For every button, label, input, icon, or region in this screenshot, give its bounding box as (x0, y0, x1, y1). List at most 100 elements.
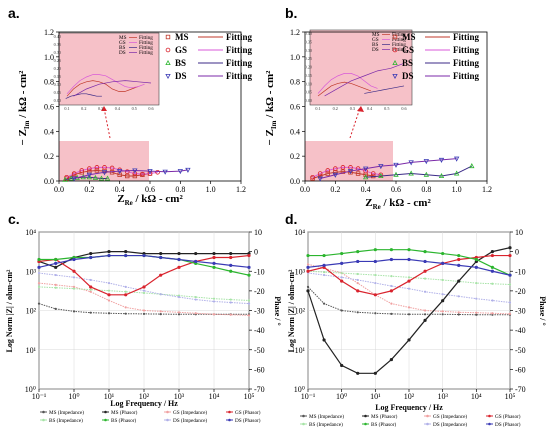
panel-c: c. 10⁻¹ 10⁰ 10¹ 10² 10³ 10⁴ 10⁵ 10⁰10¹10²10³10… (5, 211, 282, 424)
point-ds (101, 170, 108, 176)
x-tick-label: 1.2 (236, 185, 246, 194)
inset-legend-gs: GS (119, 40, 126, 46)
phase-point (194, 259, 198, 264)
impedance-point (340, 271, 343, 275)
y-tick-label: 10¹ (295, 346, 306, 355)
point-gs (87, 166, 92, 171)
y2-tick-label: -70 (254, 385, 265, 394)
point-bs (86, 174, 92, 180)
phase-point (423, 259, 427, 264)
legend-label: MS (Impedance) (309, 413, 344, 420)
inset-legend-ms: MS (119, 35, 127, 41)
panel-a-zoom-arrow (103, 107, 111, 139)
impedance-point (491, 312, 494, 315)
legend-label-ds: DS (402, 71, 414, 81)
impedance-point (194, 295, 197, 299)
impedance-point (491, 299, 494, 302)
impedance-point (356, 278, 359, 282)
legend-label-ms: MS (175, 32, 189, 42)
inset-y-tick-label: 0.40 (54, 34, 61, 39)
phase-point (340, 251, 344, 256)
panel-a-x-axis-label: ZRe / kΩ - cm² (117, 193, 183, 207)
y-tick-label: 0.0 (290, 177, 300, 186)
legend-fitting-label: Fitting (453, 32, 479, 42)
impedance-point (177, 295, 181, 299)
point-gs (155, 170, 160, 175)
phase-point (389, 248, 393, 252)
inset-y-tick-label: 0.15 (305, 73, 312, 78)
legend-label: GS (Phasor) (495, 413, 521, 420)
phase-point (490, 269, 494, 273)
phase-point (89, 285, 93, 289)
inset-legend-fitting: Fitting (392, 32, 406, 38)
impedance-point (356, 311, 359, 314)
phase-point (212, 251, 216, 256)
y2-tick-label: -40 (254, 326, 265, 335)
inset-x-tick-label: 0.1 (64, 106, 69, 111)
legend-marker (166, 418, 169, 422)
inset-x-tick-label: 0.5 (384, 106, 389, 111)
phase-point (322, 253, 326, 258)
phase-point (229, 269, 233, 273)
impedance-point (407, 306, 411, 309)
panel-a-legend: MS Fitting GS Fitting BS Fitting DS Fitting (165, 32, 252, 81)
x-tick-label: 10¹ (104, 392, 115, 401)
x-tick-label: 1.0 (452, 185, 462, 194)
impedance-point (37, 281, 41, 285)
impedance-point (72, 287, 76, 290)
impedance-point (322, 271, 326, 274)
inset-legend-fitting: Fitting (139, 45, 153, 51)
inset-y-tick-label: 0.05 (305, 90, 312, 95)
x-tick-label: 10¹ (370, 392, 381, 401)
impedance-point (508, 301, 512, 304)
phase-point (356, 259, 360, 264)
impedance-point (177, 311, 181, 314)
inset-fit-bs (65, 93, 102, 99)
point-bs (438, 172, 445, 179)
panel-c-legend: MS (Impedance) MS (Phasor) GS (Impedance) G… (40, 409, 261, 424)
point-ds (347, 169, 354, 175)
phase-point (407, 248, 411, 252)
impedance-point (423, 290, 427, 293)
inset-y-tick-label: 0.25 (54, 58, 61, 63)
impedance-point (124, 306, 127, 309)
legend-fitting-label: Fitting (226, 45, 252, 55)
phase-point (142, 285, 146, 289)
phase-point (356, 371, 360, 375)
inset-x-tick-label: 0.6 (401, 106, 406, 111)
phase-point (407, 257, 411, 262)
phase-point (177, 251, 181, 256)
y-tick-label: 1.0 (44, 53, 54, 62)
phase-point (340, 261, 344, 265)
point-bs (62, 176, 68, 182)
impedance-point (457, 295, 460, 298)
legend-label-gs: GS (175, 45, 187, 55)
phase-point (457, 257, 461, 262)
fit-line-gs (312, 166, 381, 178)
legend-label: MS (Phasor) (371, 413, 398, 420)
y2-tick-label: -20 (254, 287, 265, 296)
phase-point (508, 246, 512, 250)
panel-c-y2-ticks: 10 0 -10 -20 -30 -40 -50 -60 -70 (249, 228, 265, 394)
point-gs (132, 171, 138, 176)
legend-fitting-label: Fitting (226, 32, 252, 42)
inset-x-tick-label: 0.3 (98, 106, 103, 111)
impedance-point (508, 312, 512, 315)
phase-point (177, 257, 181, 262)
legend-marker (42, 418, 45, 422)
impedance-point (475, 311, 478, 314)
phase-point (356, 250, 360, 254)
legend-marker (302, 422, 305, 426)
impedance-point (374, 281, 377, 285)
point-gs (102, 165, 107, 170)
y2-tick-label: -50 (515, 346, 526, 355)
y-tick-label: 0.8 (44, 78, 54, 87)
impedance-point (37, 302, 41, 305)
x-tick-label: 10⁵ (244, 392, 255, 401)
y2-tick-label: -70 (515, 385, 526, 394)
phase-point (474, 257, 478, 262)
impedance-point (159, 310, 162, 313)
impedance-point (107, 281, 111, 285)
impedance-point (72, 276, 76, 279)
panel-b: b. 0.0 0.2 0.4 0.6 0.8 1.0 1.2 0.0 0.2 0.4 0.6 0.8… (264, 5, 492, 211)
